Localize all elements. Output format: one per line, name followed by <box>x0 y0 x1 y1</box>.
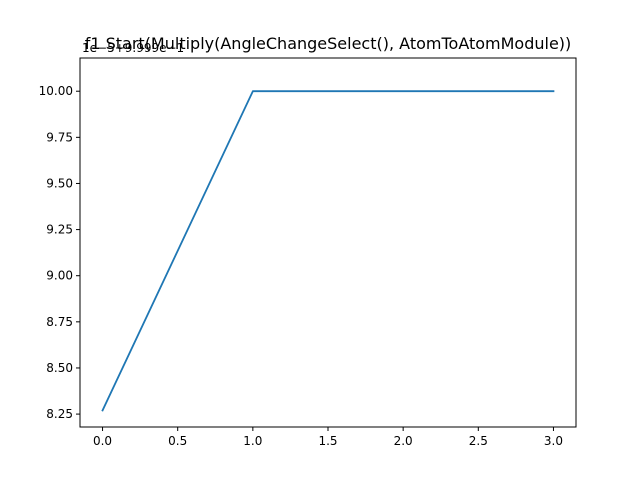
series-layer <box>101 90 555 412</box>
y-tick-label: 9.00 <box>46 269 73 283</box>
x-tick-label: 1.5 <box>318 434 337 448</box>
x-tick-label: 2.0 <box>394 434 413 448</box>
axes-frame <box>79 57 577 428</box>
x-axis: 0.0 0.5 1.0 1.5 2.0 2.5 3.0 <box>93 427 563 448</box>
y-tick-label: 8.50 <box>46 361 73 375</box>
y-tick-label: 8.25 <box>46 407 73 421</box>
y-axis: 8.25 8.50 8.75 9.00 9.25 9.50 9.75 10.00 <box>39 84 80 421</box>
chart-title: f1 Start(Multiply(AngleChangeSelect(), A… <box>85 34 572 53</box>
x-tick-label: 0.5 <box>168 434 187 448</box>
x-tick-label: 1.0 <box>243 434 262 448</box>
y-tick-label: 9.50 <box>46 176 73 190</box>
plot-area <box>80 58 576 427</box>
x-tick-label: 2.5 <box>469 434 488 448</box>
y-tick-label: 9.25 <box>46 223 73 237</box>
x-tick-label: 3.0 <box>544 434 563 448</box>
x-tick-label: 0.0 <box>93 434 112 448</box>
y-tick-label: 9.75 <box>46 130 73 144</box>
y-tick-label: 10.00 <box>39 84 73 98</box>
series-line-0 <box>101 90 555 412</box>
y-tick-label: 8.75 <box>46 315 73 329</box>
y-offset-text: 1e−5+9.999e−1 <box>82 41 184 55</box>
